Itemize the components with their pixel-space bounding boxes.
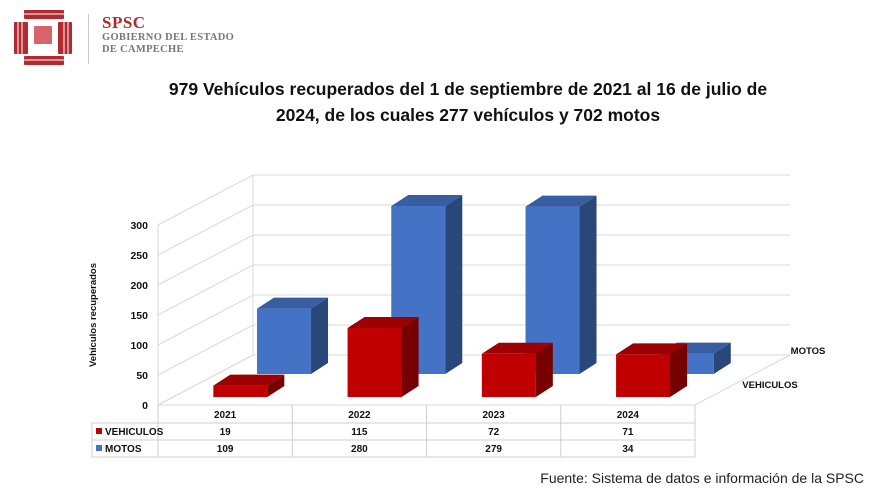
y-axis-label: Vehículos recuperados: [88, 263, 99, 367]
data-label: 71: [622, 427, 634, 438]
chart-floor: [157, 354, 791, 406]
source-note: Fuente: Sistema de datos e información d…: [540, 470, 864, 486]
org-line-2: DE CAMPECHE: [102, 44, 184, 55]
header-divider: [88, 14, 89, 64]
y-tick-label: 100: [130, 340, 148, 352]
bar-vehiculos-2022: [347, 317, 419, 397]
data-label: 72: [488, 427, 500, 438]
bar-side: [535, 342, 553, 397]
bar-side: [267, 374, 285, 397]
bar-vehiculos-2024: [616, 343, 688, 397]
bar-top: [213, 374, 285, 386]
legend-label: MOTOS: [105, 444, 142, 455]
bar-vehiculos-2023: [481, 342, 553, 397]
legend-label: VEHICULOS: [105, 427, 164, 438]
y-tick-label: 50: [136, 370, 148, 382]
x-tick-label: 2021: [214, 410, 237, 421]
organization-name: SPSC GOBIERNO DEL ESTADO DE CAMPECHE: [102, 14, 234, 56]
y-tick-label: 300: [130, 220, 148, 232]
data-table: 2021 2022 2023 2024 VEHICULOS 19 115 72 71 MOTOS 1…: [91, 405, 696, 458]
bar-motos-2021: [257, 297, 329, 374]
bar-side: [713, 342, 731, 374]
bar-top: [525, 195, 597, 207]
bars: [213, 195, 731, 397]
x-tick-label: 2024: [617, 410, 640, 421]
bar-front: [616, 354, 671, 397]
bar-front: [347, 328, 402, 397]
bar-side: [401, 317, 419, 397]
data-label: 280: [351, 444, 368, 455]
data-label: 115: [351, 427, 368, 438]
org-line-1: GOBIERNO DEL ESTADO: [102, 32, 235, 43]
bar-front: [257, 308, 312, 374]
bar-top: [481, 342, 553, 354]
series-depth-label: MOTOS: [791, 346, 826, 357]
bar-side: [579, 195, 597, 374]
bar-top: [347, 317, 419, 328]
data-label: 19: [220, 427, 232, 438]
bar-vehiculos-2021: [213, 374, 285, 397]
data-label: 279: [485, 444, 502, 455]
bar-side: [670, 343, 688, 397]
bar-front: [481, 353, 536, 397]
chart-title-line-1: 979 Vehículos recuperados del 1 de septi…: [168, 79, 768, 99]
y-tick-label: 0: [142, 400, 148, 412]
x-tick-label: 2022: [348, 410, 371, 421]
x-tick-label: 2023: [483, 410, 506, 421]
y-tick-label: 250: [130, 250, 148, 262]
bar-top: [616, 343, 688, 355]
org-abbreviation: SPSC: [102, 13, 146, 32]
y-tick-label: 200: [130, 280, 148, 292]
header: SPSC GOBIERNO DEL ESTADO DE CAMPECHE: [10, 6, 310, 68]
chart-title-line-2: 2024, de los cuales 277 vehículos y 702 …: [275, 105, 661, 125]
data-label: 34: [622, 444, 634, 455]
bar-top: [257, 297, 329, 309]
chart-title: 979 Vehículos recuperados del 1 de septi…: [150, 76, 786, 128]
bar-side: [311, 297, 329, 374]
bar-side: [445, 195, 463, 374]
bar-front: [213, 385, 268, 397]
legend-swatch: [96, 428, 102, 434]
series-depth-label: VEHICULOS: [742, 380, 797, 391]
campeche-logo-icon: [14, 10, 72, 65]
y-tick-label: 150: [130, 310, 148, 322]
data-label: 109: [217, 444, 234, 455]
bar-top: [391, 195, 463, 206]
legend-swatch: [96, 445, 102, 451]
